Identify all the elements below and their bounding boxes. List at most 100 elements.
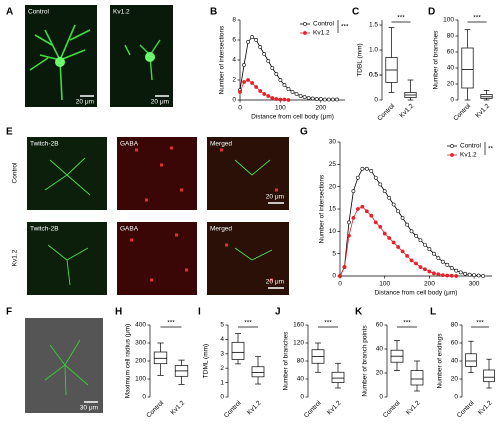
data-point [409, 229, 414, 234]
data-point [364, 209, 369, 214]
x-tick-label: Kv1.2 [474, 102, 491, 119]
y-tick-label: 1.5 [369, 22, 378, 29]
scale-label: 30 μm [80, 405, 98, 412]
y-tick-label: 20 [451, 376, 459, 383]
y-tick-label: 15 [329, 206, 337, 213]
data-point [431, 271, 436, 276]
box [331, 371, 345, 383]
neuron [44, 157, 273, 286]
data-point [400, 216, 405, 220]
x-tick-label: Control [223, 399, 243, 419]
data-point [282, 97, 287, 102]
y-axis-label: Number of intersections [319, 174, 326, 243]
image-label: Control [28, 9, 50, 16]
data-point [382, 231, 387, 236]
y-tick-label: 8 [232, 17, 236, 24]
data-point [266, 59, 271, 63]
x-tick-label: Kv1.2 [169, 399, 186, 416]
x-tick-label: 200 [315, 105, 326, 112]
data-point [314, 97, 319, 101]
y-tick-label: 5 [332, 250, 336, 257]
data-point [262, 92, 267, 96]
legend-label: Control [460, 143, 482, 150]
data-point [318, 97, 323, 101]
legend-label: Kv1.2 [460, 152, 477, 159]
panel-letter: H [115, 307, 122, 318]
y-tick-label: 1.0 [369, 47, 378, 54]
data-point [351, 189, 356, 194]
data-point [250, 81, 255, 85]
neuron [44, 339, 89, 396]
panel-letter: C [352, 7, 359, 18]
box [483, 369, 495, 383]
data-point [418, 265, 423, 269]
y-tick-label: 120 [293, 340, 304, 347]
data-point [270, 66, 275, 70]
y-axis-label: Number of endings [437, 333, 444, 389]
panel-letter: B [210, 7, 217, 18]
y-tick-label: 0.5 [369, 72, 378, 79]
data-point [278, 97, 283, 102]
data-point [326, 97, 331, 102]
data-point [274, 72, 279, 76]
y-tick-label: 60 [451, 340, 459, 347]
y-tick-label: 4 [220, 336, 224, 343]
channel-label: GABA [120, 226, 139, 233]
y-tick-label: 80 [447, 33, 455, 40]
data-point [418, 238, 423, 243]
image-twitch [27, 137, 107, 210]
y-tick-label: 160 [293, 322, 304, 329]
data-point [400, 249, 405, 254]
y-tick-label: 400 [135, 322, 146, 329]
y-tick-label: 20 [329, 183, 337, 190]
scale-label: 20 μm [76, 99, 94, 106]
data-point [274, 97, 279, 101]
y-tick-label: 80 [297, 358, 305, 365]
data-point [330, 97, 335, 102]
data-point [414, 233, 418, 238]
y-tick-label: 4 [232, 57, 236, 64]
data-point [270, 96, 275, 100]
y-tick-label: 40 [376, 346, 384, 353]
x-tick-label: Kv1.2 [477, 399, 494, 416]
panel-letter: I [198, 307, 201, 318]
y-tick-label: 200 [135, 358, 146, 365]
x-tick-label: Kv1.2 [398, 102, 415, 119]
y-tick-label: 20 [447, 81, 455, 88]
channel-label: Merged [210, 226, 232, 233]
significance: *** [341, 24, 349, 31]
data-point [242, 80, 246, 84]
data-point [391, 240, 396, 245]
data-point [246, 78, 250, 82]
y-tick-label: 40 [447, 65, 455, 72]
data-point [254, 38, 259, 42]
significance: ** [488, 146, 494, 153]
panel-letter: G [300, 127, 308, 138]
data-point [409, 258, 414, 263]
panel-letter: J [275, 307, 281, 318]
data-point [364, 166, 369, 171]
data-point [258, 89, 263, 93]
y-tick-label: 0 [379, 394, 383, 401]
significance: *** [244, 320, 252, 327]
y-tick-label: 60 [447, 49, 455, 56]
y-axis-label: Maximum cell radius (μm) [125, 324, 132, 399]
y-axis-label: TDML (mm) [203, 344, 210, 378]
y-tick-label: 25 [329, 161, 337, 168]
box [251, 366, 265, 378]
data-point [467, 272, 472, 277]
x-tick-label: Control [452, 102, 472, 122]
x-tick-label: Kv1.2 [326, 399, 343, 416]
y-tick-label: 1 [220, 379, 224, 386]
data-point [431, 251, 436, 256]
y-axis-label: Number of branches [283, 331, 290, 391]
box [231, 341, 245, 360]
channel-label: Twitch-2B [30, 226, 59, 233]
image-kv12 [110, 5, 173, 107]
legend-marker [450, 144, 454, 148]
y-tick-label: 10 [329, 228, 337, 235]
x-axis-label: Distance from cell body (μm) [251, 114, 334, 121]
data-point [396, 245, 401, 249]
y-tick-label: 20 [376, 370, 384, 377]
y-tick-label: 5 [220, 322, 224, 329]
